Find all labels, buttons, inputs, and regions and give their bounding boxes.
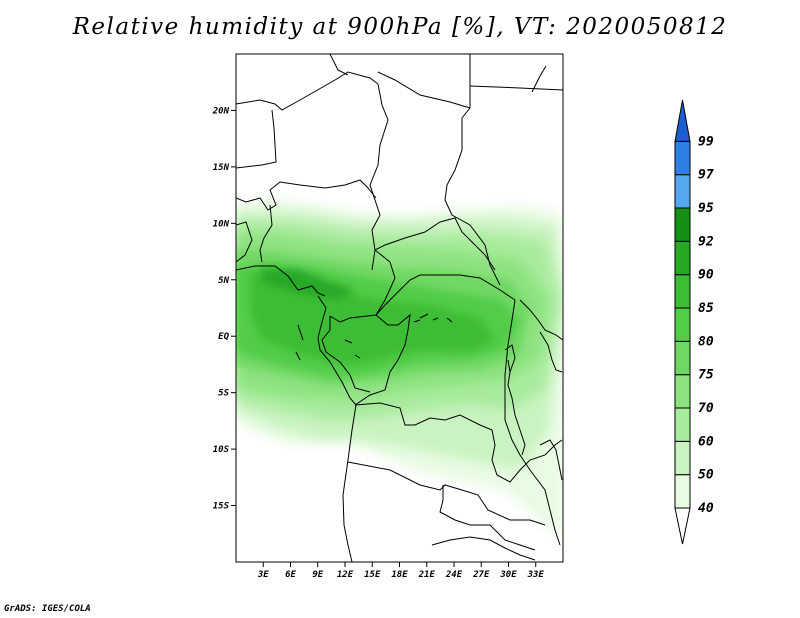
latitude-axis: 20N 15N 10N 5N EQ 5S 10S 15S (212, 106, 236, 512)
lat-tick-label: 15S (213, 502, 230, 512)
colorbar-swatch (674, 274, 691, 309)
colorbar-label: 97 (698, 168, 714, 183)
lon-tick-label: 21E (418, 570, 436, 580)
colorbar-swatch (674, 174, 691, 209)
colorbar-swatch (674, 407, 691, 442)
lat-tick-label: 20N (212, 106, 230, 116)
colorbar-swatch (674, 140, 691, 176)
colorbar-label: 50 (698, 468, 714, 483)
colorbar-top-arrow (674, 99, 691, 142)
lat-tick-label: 5S (218, 389, 229, 399)
lon-tick-label: 6E (285, 570, 296, 580)
country-borders (236, 54, 563, 562)
lon-tick-label: 27E (472, 570, 490, 580)
colorbar-swatch (674, 307, 691, 342)
humidity-field (236, 200, 563, 540)
map-title: Relative humidity at 900hPa [%], VT: 202… (72, 14, 728, 40)
lat-tick-label: 15N (213, 163, 230, 173)
lat-tick-label: EQ (218, 332, 229, 342)
lon-tick-label: 9E (312, 570, 323, 580)
lon-tick-label: 3E (257, 570, 269, 580)
colorbar-label: 70 (698, 401, 714, 416)
colorbar-below-arrow (674, 507, 691, 545)
colorbar: 40 50 60 70 75 80 85 90 92 95 97 99 (674, 99, 714, 545)
colorbar-label: 99 (698, 134, 714, 149)
lat-tick-label: 10S (213, 445, 230, 455)
rh-band-90 (262, 268, 355, 300)
lat-tick-label: 10N (213, 219, 230, 229)
colorbar-swatch (674, 240, 691, 276)
longitude-axis: 3E 6E 9E 12E 15E 18E 21E 24E 27E 30E 33E (257, 562, 545, 580)
colorbar-swatch (674, 374, 691, 409)
colorbar-label: 40 (698, 501, 714, 516)
lon-tick-label: 33E (527, 570, 545, 580)
colorbar-label: 80 (698, 334, 714, 349)
lon-tick-label: 18E (391, 570, 408, 580)
lon-tick-label: 30E (499, 570, 517, 580)
colorbar-label: 85 (698, 301, 714, 316)
colorbar-label: 95 (698, 201, 714, 216)
colorbar-label: 60 (698, 434, 714, 449)
colorbar-label: 92 (698, 234, 714, 249)
lat-tick-label: 5N (218, 276, 229, 286)
grads-credit: GrADS: IGES/COLA (4, 604, 91, 614)
colorbar-label: 75 (698, 368, 714, 383)
colorbar-label: 90 (698, 268, 714, 283)
colorbar-swatch (674, 440, 691, 476)
lon-tick-label: 12E (337, 570, 354, 580)
colorbar-swatch (674, 474, 691, 509)
colorbar-swatch (674, 340, 691, 376)
lon-tick-label: 15E (364, 570, 381, 580)
rh-band-85 (250, 272, 495, 365)
colorbar-swatch (674, 207, 691, 242)
lon-tick-label: 24E (445, 570, 463, 580)
